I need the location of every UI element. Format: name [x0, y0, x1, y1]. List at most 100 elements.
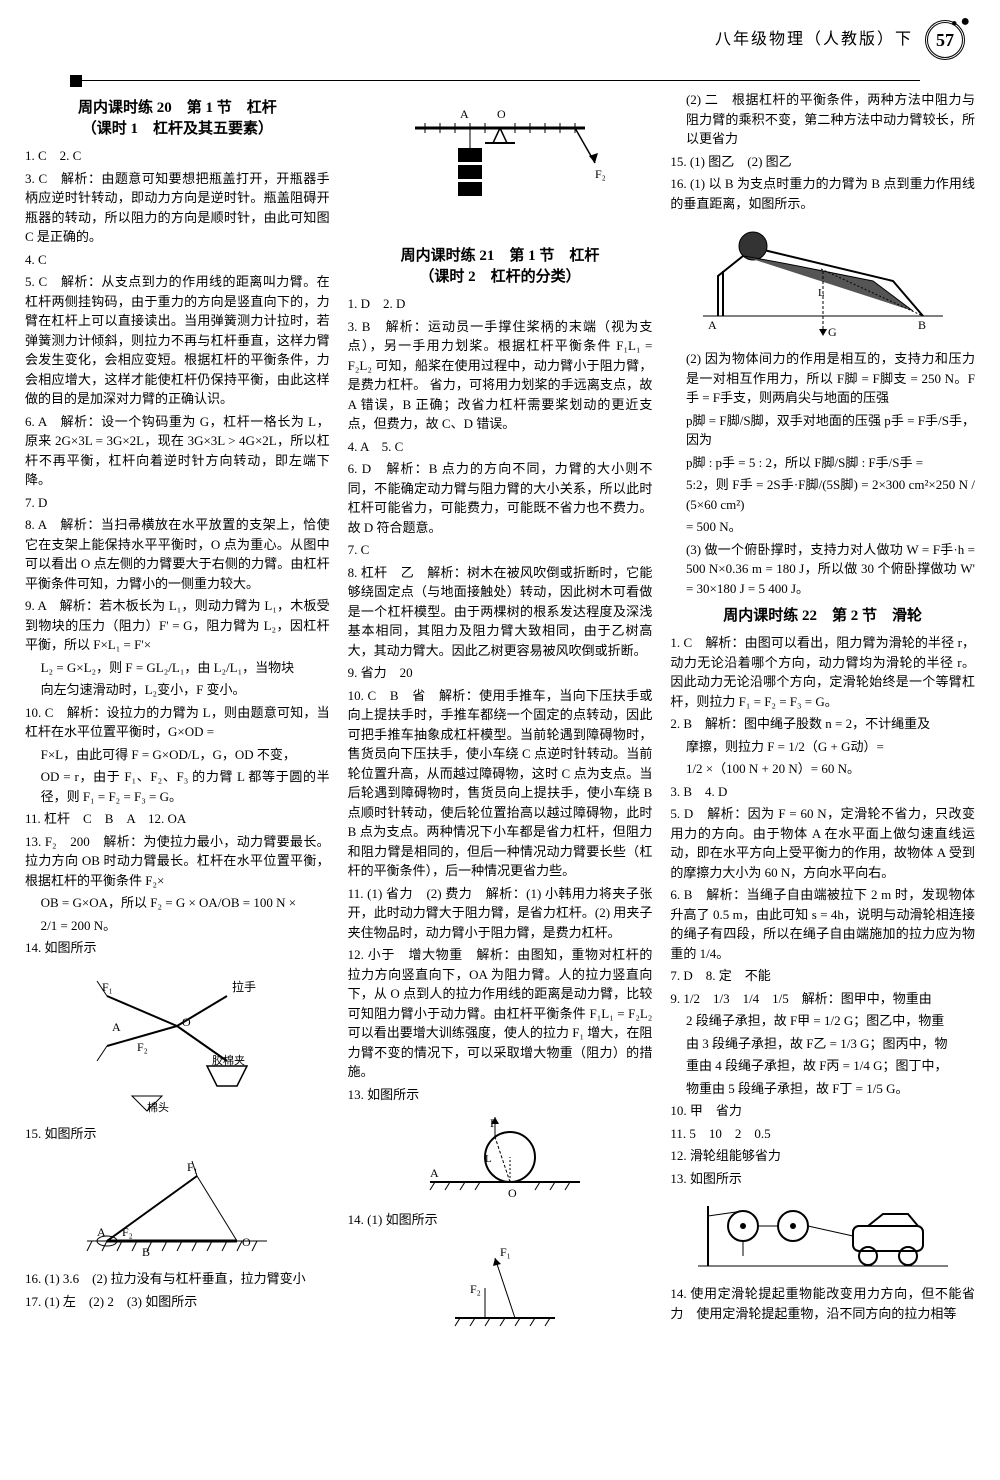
answer-13-c: 13. 如图所示	[670, 1169, 975, 1189]
figure-force-14: F₁ F₂	[348, 1238, 653, 1338]
answer-5: 5. C 解析：从支点到力的作用线的距离叫力臂。在杠杆两侧挂钩码，由于重力的方向…	[25, 272, 330, 409]
section-title-20: 周内课时练 20 第 1 节 杠杆 （课时 1 杠杆及其五要素）	[25, 98, 330, 140]
answer-13b: OB = G×OA，所以 F₂ = G × OA/OB = 100 N ×	[25, 893, 330, 913]
content-columns: 周内课时练 20 第 1 节 杠杆 （课时 1 杠杆及其五要素） 1. C 2.…	[25, 90, 975, 1346]
answer-16-4: p脚 : p手 = 5 : 2，所以 F脚/S脚 : F手/S手 =	[670, 453, 975, 473]
header-square	[70, 75, 82, 87]
svg-text:F₂: F₂	[122, 1225, 133, 1239]
column-1: 周内课时练 20 第 1 节 杠杆 （课时 1 杠杆及其五要素） 1. C 2.…	[25, 90, 330, 1346]
answer-8-b: 8. 杠杆 乙 解析：树木在被风吹倒或折断时，它能够绕固定点（与地面接触处）转动…	[348, 563, 653, 661]
answer-2b-c: 摩擦，则拉力 F = 1/2（G + G动）=	[670, 737, 975, 757]
section-title-21: 周内课时练 21 第 1 节 杠杆 （课时 2 杠杆的分类）	[348, 246, 653, 288]
answer-9: 9. A 解析：若木板长为 L₁，则动力臂为 L₁，木板受到物块的压力（阻力）F…	[25, 596, 330, 655]
answer-4-5-b: 4. A 5. C	[348, 437, 653, 457]
answer-16-5: 5:2，则 F手 = 2S手·F脚/(5S脚) = 2×300 cm²×250 …	[670, 475, 975, 514]
answer-16-c: 16. (1) 以 B 为支点时重力的力臂为 B 点到重力作用线的垂直距离，如图…	[670, 174, 975, 213]
answer-6: 6. A 解析：设一个钩码重为 G，杠杆一格长为 L，原来 2G×3L = 3G…	[25, 412, 330, 490]
book-title: 八年级物理（人教版）下	[715, 28, 913, 52]
answer-11-c: 11. 5 10 2 0.5	[670, 1124, 975, 1144]
header-decoration	[951, 10, 970, 34]
answer-7-8-c: 7. D 8. 定 不能	[670, 966, 975, 986]
answer-9-b: 9. 省力 20	[348, 663, 653, 683]
svg-text:B: B	[918, 318, 926, 332]
page-header: 八年级物理（人教版）下 57	[25, 20, 975, 60]
svg-text:A: A	[708, 318, 717, 332]
answer-10-b: 10. C B 省 解析：使用手推车，当向下压扶手或向上提扶手时，手推车都绕一个…	[348, 686, 653, 881]
answer-6-b: 6. D 解析：B 点力的方向不同，力臂的大小则不同，不能确定动力臂与阻力臂的大…	[348, 459, 653, 537]
answer-16-7: (3) 做一个俯卧撑时，支持力对人做功 W = F手·h = 500 N×0.3…	[670, 540, 975, 599]
answer-13: 13. F₂ 200 解析：为使拉力最小，动力臂要最长。拉力方向 OB 时动力臂…	[25, 832, 330, 891]
svg-text:O: O	[497, 107, 506, 121]
figure-circle-lever: A F L O	[348, 1112, 653, 1202]
svg-text:G: G	[828, 325, 837, 339]
column-2: A O F₂ 周内课时练 21 第 1 节 杠杆 （课时 2 杠杆的分类） 1.…	[348, 90, 653, 1346]
header-rule	[82, 80, 920, 81]
column-3: (2) 二 根据杠杆的平衡条件，两种方法中阻力与阻力臂的乘积不变，第二种方法中动…	[670, 90, 975, 1346]
answer-12-c: 12. 滑轮组能够省力	[670, 1146, 975, 1166]
svg-text:F₂: F₂	[470, 1282, 481, 1296]
answer-10c: OD = r，由于 F₁、F₂、F₃ 的力臂 L 都等于圆的半径，则 F₁ = …	[25, 767, 330, 806]
svg-text:O: O	[242, 1235, 251, 1249]
answer-7-b: 7. C	[348, 540, 653, 560]
answer-3-b: 3. B 解析：运动员一手撑住桨柄的末端（视为支点），另一手用力划桨。根据杠杆平…	[348, 317, 653, 434]
answer-7: 7. D	[25, 493, 330, 513]
answer-10b: F×L，由此可得 F = G×OD/L，G，OD 不变，	[25, 745, 330, 765]
answer-13c: 2/1 = 200 N。	[25, 916, 330, 936]
answer-5-c: 5. D 解析：因为 F = 60 N，定滑轮不省力，只改变用力的方向。由于物体…	[670, 804, 975, 882]
svg-text:胶棉夹: 胶棉夹	[212, 1053, 245, 1067]
svg-text:L: L	[485, 1153, 492, 1165]
section-title-line-1: 周内课时练 21 第 1 节 杠杆	[348, 246, 653, 267]
answer-4: 4. C	[25, 250, 330, 270]
answer-1-c: 1. C 解析：由图可以看出，阻力臂为滑轮的半径 r，动力无论沿着哪个方向，动力…	[670, 633, 975, 711]
answer-14-c: 14. 使用定滑轮提起重物能改变用力方向，但不能省力 使用定滑轮提起重物，沿不同…	[670, 1284, 975, 1323]
figure-pulley-car	[670, 1196, 975, 1276]
answer-10: 10. C 解析：设拉力的力臂为 L，则由题意可知，当杠杆在水平位置平衡时，G×…	[25, 703, 330, 742]
answer-3: 3. C 解析：由题意可知要想把瓶盖打开，开瓶器手柄应逆时针转动，即动力方向是逆…	[25, 169, 330, 247]
svg-text:F₂: F₂	[595, 167, 606, 181]
answer-9e-c: 物重由 5 段绳子承担，故 F丁 = 1/5 G。	[670, 1079, 975, 1099]
svg-text:F₁: F₁	[500, 1245, 511, 1259]
answer-9b: L₂ = G×L₂，则 F = GL₂/L₁，由 L₂/L₁，当物块	[25, 658, 330, 678]
answer-cont: (2) 二 根据杠杆的平衡条件，两种方法中阻力与阻力臂的乘积不变，第二种方法中动…	[670, 90, 975, 149]
section-title-line-2: （课时 2 杠杆的分类）	[348, 267, 653, 288]
svg-text:F₂: F₂	[137, 1040, 148, 1054]
svg-text:O: O	[182, 1015, 191, 1029]
answer-9c-c: 由 3 段绳子承担，故 F乙 = 1/3 G；图丙中，物	[670, 1034, 975, 1054]
svg-text:F₁: F₁	[102, 980, 113, 994]
answer-9-c: 9. 1/2 1/3 1/4 1/5 解析：图甲中，物重由	[670, 989, 975, 1009]
answer-2c-c: 1/2 ×（100 N + 20 N）= 60 N。	[670, 759, 975, 779]
answer-2-c: 2. B 解析：图中绳子股数 n = 2，不计绳重及	[670, 714, 975, 734]
answer-17: 17. (1) 左 (2) 2 (3) 如图所示	[25, 1292, 330, 1312]
answer-9c: 向左匀速滑动时，L₂变小，F 变小。	[25, 680, 330, 700]
answer-9d-c: 重由 4 段绳子承担，故 F丙 = 1/4 G；图丁中，	[670, 1056, 975, 1076]
answer-12-b: 12. 小于 增大物重 解析：由图知，重物对杠杆的拉力方向竖直向下，OA 为阻力…	[348, 945, 653, 1082]
figure-clamp-diagram: F₁ 拉手 O A F₂ 胶棉夹 棉头	[25, 966, 330, 1116]
answer-15: 15. 如图所示	[25, 1124, 330, 1144]
svg-text:L: L	[818, 287, 825, 299]
svg-text:A: A	[112, 1020, 121, 1034]
figure-pushup-person: G A B L	[670, 221, 975, 341]
section-title-22: 周内课时练 22 第 2 节 滑轮	[670, 606, 975, 627]
answer-11-12: 11. 杠杆 C B A 12. OA	[25, 809, 330, 829]
answer-9b-c: 2 段绳子承担，故 F甲 = 1/2 G；图乙中，物重	[670, 1011, 975, 1031]
answer-8: 8. A 解析：当扫帚横放在水平放置的支架上，恰使它在支架上能保持水平平衡时，O…	[25, 515, 330, 593]
svg-text:B: B	[142, 1245, 150, 1259]
answer-16-3: p脚 = F脚/S脚，双手对地面的压强 p手 = F手/S手，因为	[670, 411, 975, 450]
svg-text:O: O	[508, 1186, 517, 1200]
answer-15-c: 15. (1) 图乙 (2) 图乙	[670, 152, 975, 172]
answer-11-b: 11. (1) 省力 (2) 费力 解析：(1) 小韩用力将夹子张开，此时动力臂…	[348, 884, 653, 943]
answer-16: 16. (1) 3.6 (2) 拉力没有与杠杆垂直，拉力臂变小	[25, 1269, 330, 1289]
section-title-line-1: 周内课时练 20 第 1 节 杠杆	[25, 98, 330, 119]
answer-1-2-b: 1. D 2. D	[348, 294, 653, 314]
svg-text:A: A	[460, 107, 469, 121]
answer-16-2: (2) 因为物体间力的作用是相互的，支持力和压力是一对相互作用力，所以 F脚 =…	[670, 349, 975, 408]
answer-6-c: 6. B 解析：当绳子自由端被拉下 2 m 时，发现物体升高了 0.5 m，由此…	[670, 885, 975, 963]
answer-13-b: 13. 如图所示	[348, 1085, 653, 1105]
svg-text:拉手: 拉手	[232, 979, 256, 994]
figure-balance-beam: A O F₂	[348, 98, 653, 238]
section-title-line-2: （课时 1 杠杆及其五要素）	[25, 119, 330, 140]
answer-3-4-c: 3. B 4. D	[670, 782, 975, 802]
answer-10-c: 10. 甲 省力	[670, 1101, 975, 1121]
answer-14: 14. 如图所示	[25, 938, 330, 958]
answer-14-b: 14. (1) 如图所示	[348, 1210, 653, 1230]
